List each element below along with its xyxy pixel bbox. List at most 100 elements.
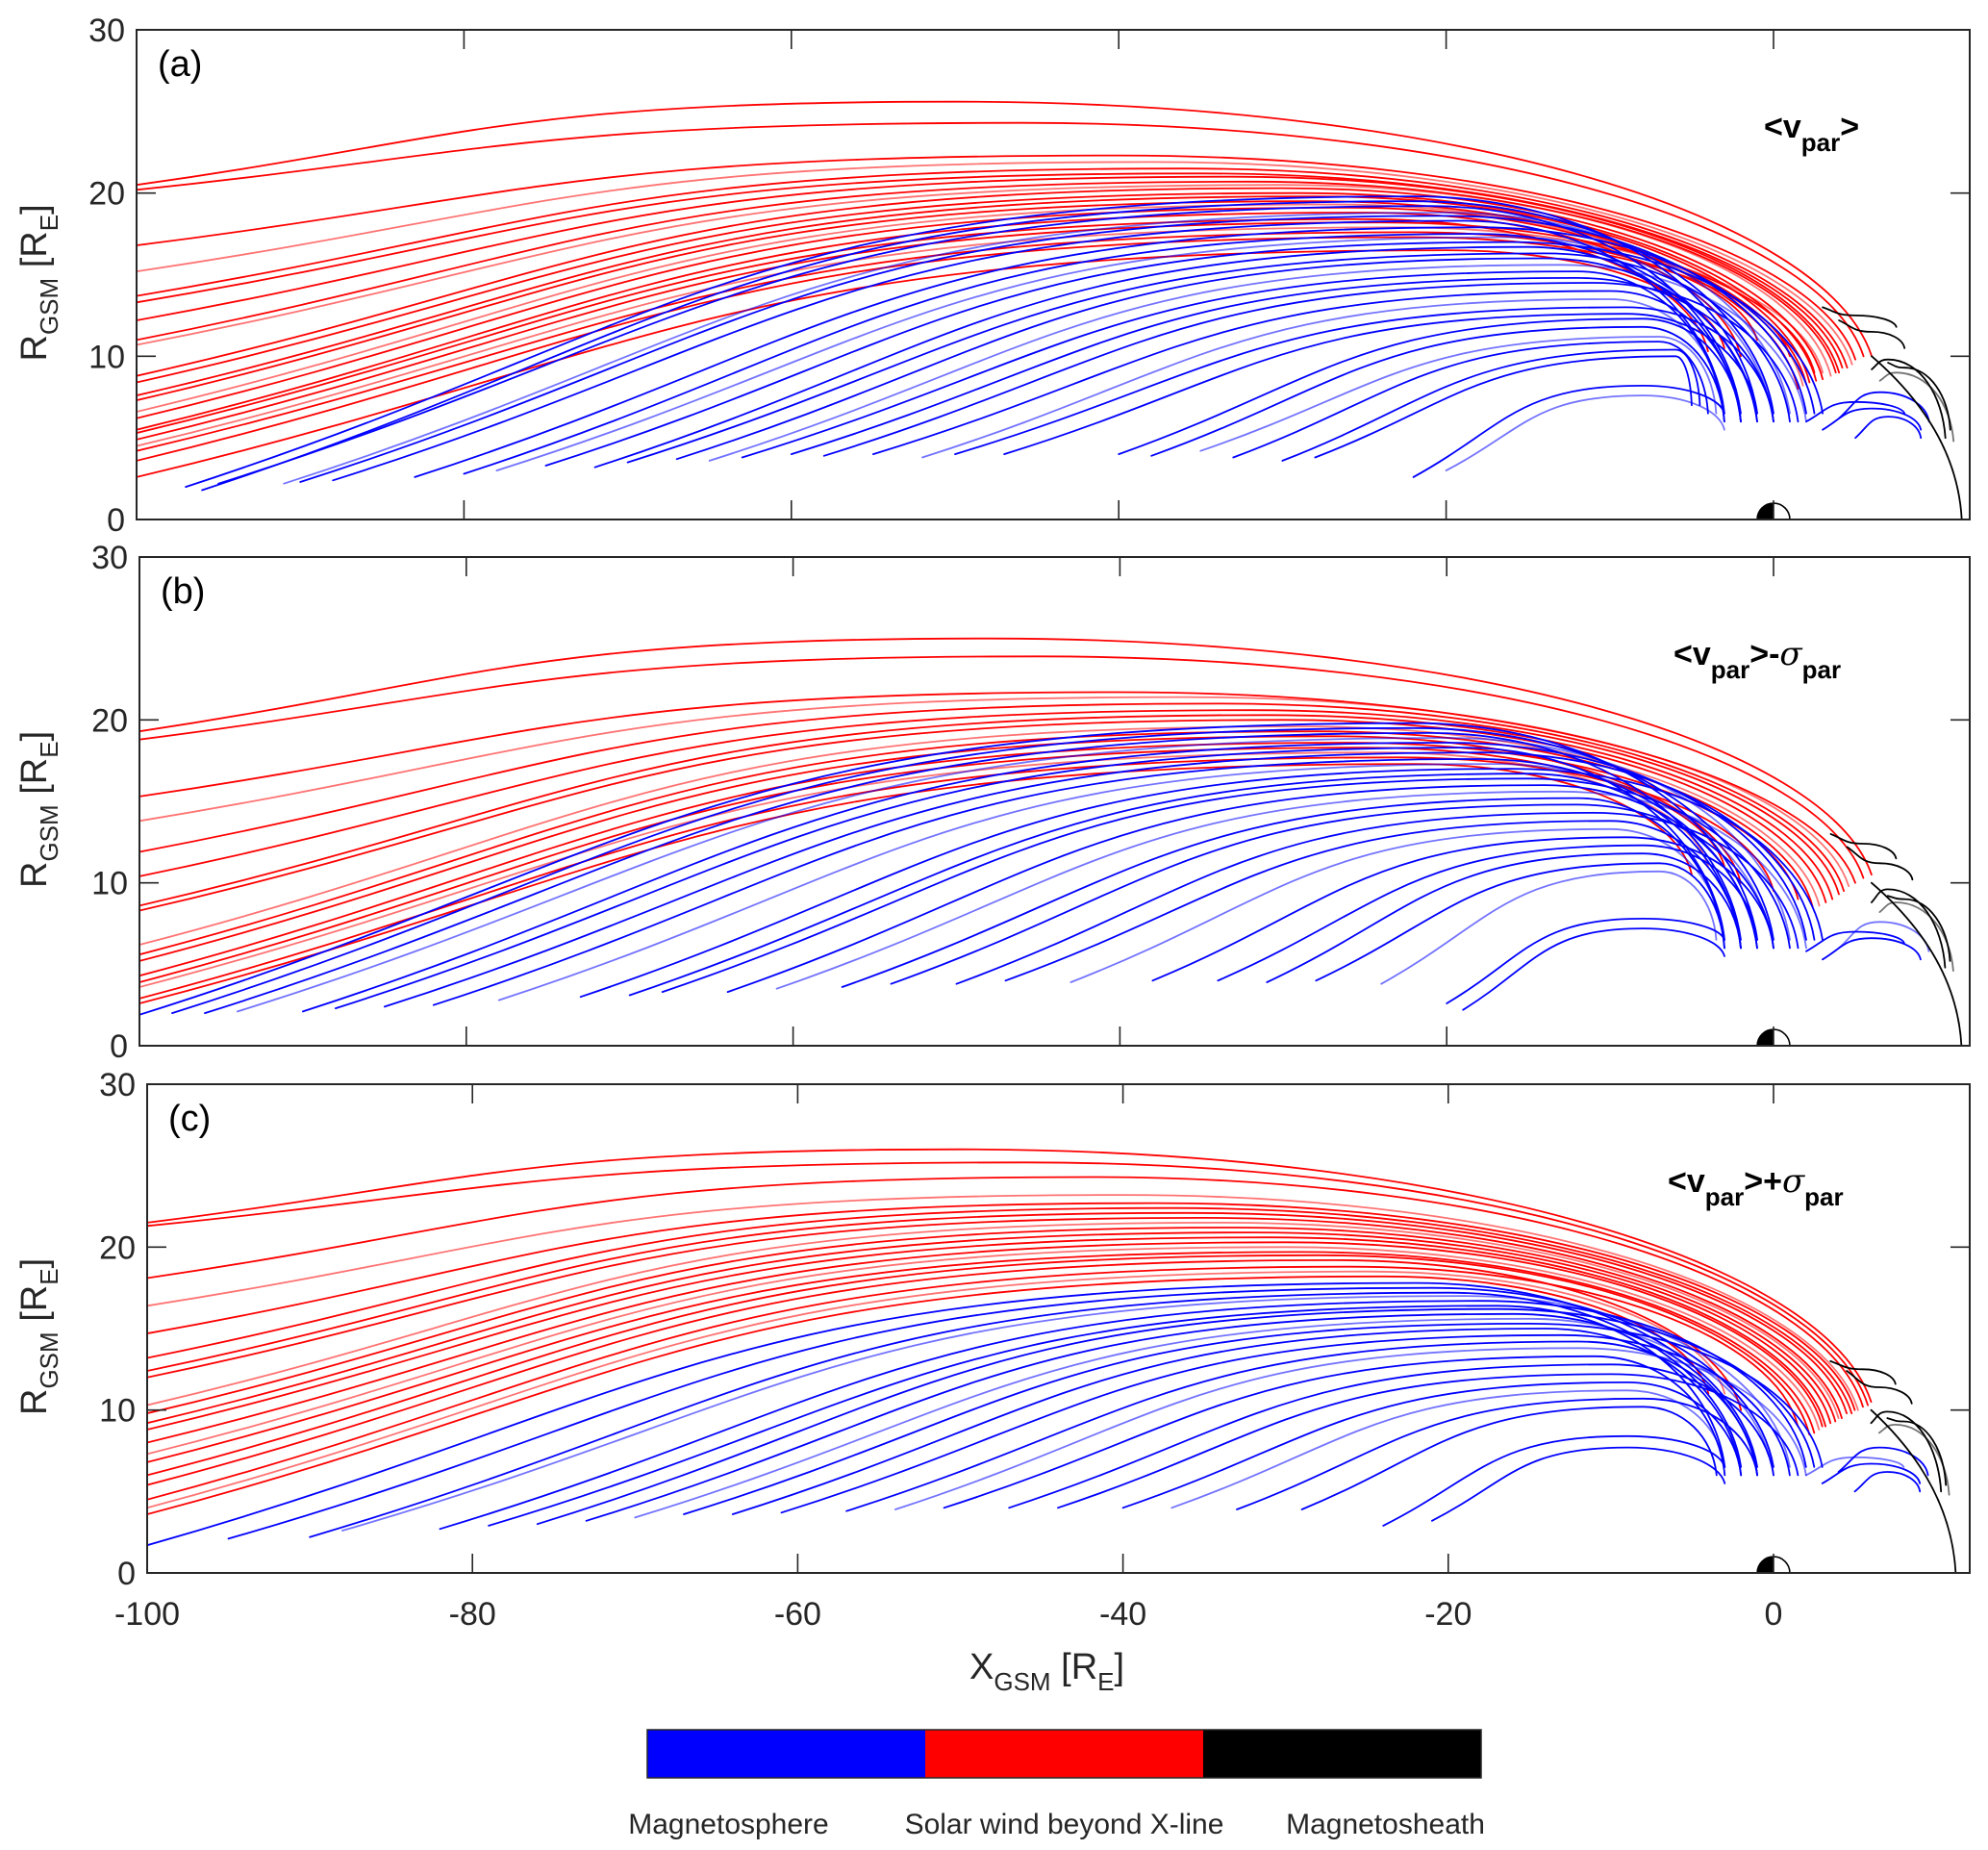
field-line-solar-wind-beyond-x-line	[139, 709, 1840, 896]
annotation-c: <vpar>+σpar	[1668, 1162, 1844, 1211]
annotation-sigma: σ	[1779, 635, 1802, 673]
y-axis-label-text: RGSM [RE]	[14, 1258, 63, 1415]
field-line-magnetosphere	[1004, 820, 1742, 982]
field-line-magnetosphere	[1412, 384, 1725, 478]
y-axis-label-part: R	[14, 1389, 55, 1415]
annotation-main: <v	[1673, 636, 1711, 672]
field-line-solar-wind-beyond-x-line	[137, 187, 1824, 380]
field-line-magnetosphere	[634, 1317, 1774, 1519]
field-line-magnetosphere	[585, 1312, 1758, 1522]
field-line-magnetosphere	[1199, 336, 1718, 452]
y-axis-label-part: [R	[14, 1285, 55, 1332]
field-line-magnetosphere	[593, 245, 1742, 469]
x-axis-label-unit-sub: E	[1097, 1667, 1114, 1696]
field-line-magnetosphere	[227, 1286, 1774, 1540]
earth-nightside	[1757, 1029, 1774, 1046]
field-line-magnetosphere	[299, 215, 1807, 483]
field-line-solar-wind-beyond-x-line	[139, 747, 1725, 983]
field-line-solar-wind-beyond-x-line	[137, 195, 1811, 396]
field-line-magnetosphere	[171, 726, 1774, 1014]
field-line-solar-wind-beyond-x-line	[137, 206, 1799, 419]
panel-label-b: (b)	[161, 571, 205, 612]
field-line-magnetosphere	[943, 1355, 1726, 1509]
field-line-magnetosheath	[1822, 306, 1898, 328]
field-line-solar-wind-beyond-x-line	[147, 1148, 1873, 1404]
y-tick-label: 30	[88, 13, 125, 49]
y-tick-label: 10	[91, 866, 128, 902]
field-line-solar-wind-beyond-x-line	[139, 751, 1709, 988]
annotation-a: <vpar>	[1764, 109, 1859, 157]
y-axis-label-text: RGSM [RE]	[14, 731, 63, 888]
field-line-solar-wind-beyond-x-line	[137, 200, 1807, 401]
field-line-solar-wind-beyond-x-line	[137, 180, 1837, 374]
field-line-magnetosheath	[1846, 846, 1914, 881]
field-line-solar-wind-beyond-x-line	[147, 1254, 1811, 1477]
field-line-solar-wind-beyond-x-line	[139, 725, 1821, 946]
field-line-magnetosheath	[1878, 901, 1954, 972]
field-line-magnetosphere	[741, 270, 1725, 459]
y-tick-label: 0	[110, 1028, 128, 1065]
field-line-solar-wind-beyond-x-line	[137, 172, 1844, 369]
field-line-solar-wind-beyond-x-line	[139, 637, 1873, 876]
field-line-solar-wind-beyond-x-line	[147, 1161, 1869, 1407]
y-tick-label: 30	[99, 1067, 136, 1103]
field-line-magnetosphere	[1445, 394, 1725, 471]
field-line-solar-wind-beyond-x-line	[147, 1265, 1799, 1501]
field-line-magnetosphere	[894, 1347, 1807, 1510]
panel-label-a: (a)	[158, 44, 202, 85]
field-line-solar-wind-beyond-x-line	[147, 1227, 1837, 1423]
y-axis-label-part: [R	[14, 231, 55, 278]
field-line-solar-wind-beyond-x-line	[137, 175, 1840, 374]
x-tick-label: -100	[114, 1596, 180, 1633]
x-tick-label: -40	[1099, 1596, 1146, 1633]
field-line-magnetosphere	[204, 731, 1742, 1014]
field-line-solar-wind-beyond-x-line	[137, 221, 1816, 441]
field-line-magnetosphere	[675, 257, 1758, 461]
field-line-magnetosphere	[661, 777, 1791, 993]
field-line-magnetosphere	[1121, 1381, 1743, 1509]
y-axis-label-part: ]	[14, 1258, 55, 1269]
field-line-magnetosphere	[495, 236, 1774, 471]
legend-swatch	[1203, 1730, 1481, 1778]
x-axis-label: XGSM [RE]	[969, 1647, 1124, 1696]
axes-frame-c	[146, 1083, 1971, 1574]
field-line-solar-wind-beyond-x-line	[137, 191, 1818, 384]
field-line-magnetosphere	[890, 803, 1774, 985]
legend-label: Magnetosphere	[628, 1809, 828, 1840]
field-lines-b	[139, 637, 1963, 1046]
field-line-magnetosphere	[139, 722, 1758, 1016]
field-line-magnetosphere	[201, 200, 1774, 492]
field-line-solar-wind-beyond-x-line	[147, 1202, 1856, 1411]
x-tick-label: -20	[1424, 1596, 1472, 1633]
field-line-magnetosphere	[775, 790, 1807, 990]
field-line-magnetosheath	[1829, 833, 1898, 860]
field-line-magnetosheath	[1829, 1360, 1897, 1385]
field-line-magnetosphere	[1057, 1373, 1799, 1509]
field-line-magnetosphere	[1838, 391, 1930, 423]
y-tick-label: 20	[91, 702, 128, 739]
field-line-solar-wind-beyond-x-line	[147, 1176, 1864, 1408]
legend-colorbar: Magnetosphere Solar wind beyond X-line Mag…	[628, 1729, 1485, 1840]
field-line-solar-wind-beyond-x-line	[147, 1270, 1726, 1509]
x-axis-label-main: X	[969, 1647, 994, 1687]
field-line-magnetosphere	[237, 737, 1791, 1013]
field-line-solar-wind-beyond-x-line	[139, 763, 1693, 1004]
field-lines-a	[137, 100, 1963, 520]
field-line-solar-wind-beyond-x-line	[139, 655, 1865, 879]
field-line-solar-wind-beyond-x-line	[147, 1231, 1832, 1425]
magnetopause-boundary	[1870, 1408, 1957, 1573]
field-line-solar-wind-beyond-x-line	[139, 696, 1850, 887]
field-line-magnetosphere	[1431, 1446, 1726, 1522]
field-line-solar-wind-beyond-x-line	[147, 1236, 1826, 1431]
field-line-magnetosphere	[628, 773, 1742, 997]
field-line-magnetosphere	[1822, 937, 1922, 961]
field-line-magnetosheath	[1846, 1370, 1913, 1405]
field-line-solar-wind-beyond-x-line	[147, 1206, 1853, 1414]
y-axis-label-part: E	[35, 1268, 63, 1284]
field-line-solar-wind-beyond-x-line	[147, 1216, 1843, 1419]
y-axis-label-part: R	[14, 335, 55, 361]
annotation-sigma: σ	[1782, 1162, 1805, 1201]
field-line-solar-wind-beyond-x-line	[139, 702, 1845, 892]
